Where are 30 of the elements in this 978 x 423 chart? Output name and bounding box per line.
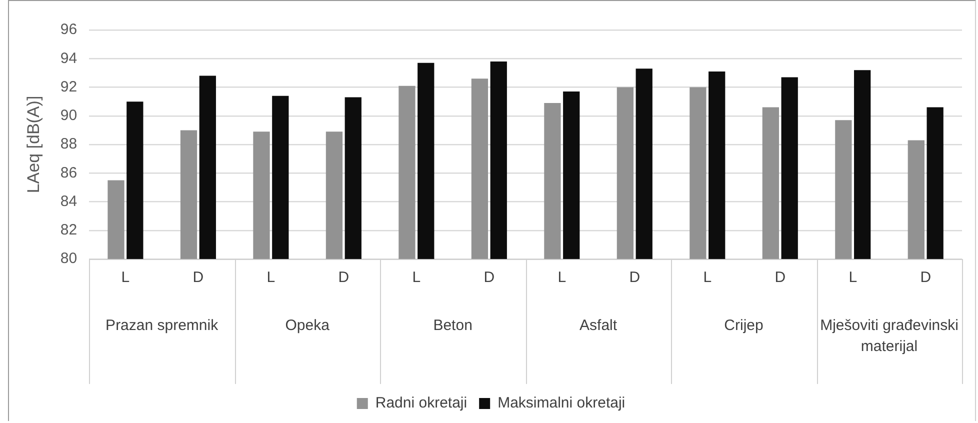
x-tick-label: D bbox=[192, 269, 204, 286]
legend-label: Radni okretaji bbox=[375, 394, 468, 412]
text: Asfalt bbox=[580, 317, 618, 334]
x-tick-label: L bbox=[848, 269, 858, 286]
text: Prazan spremnik bbox=[106, 317, 219, 334]
x-tick-label: L bbox=[703, 269, 712, 286]
text: Beton bbox=[433, 317, 472, 334]
x-tick-label: D bbox=[629, 269, 640, 286]
y-tick-label: 90 bbox=[60, 107, 78, 124]
y-tick-label: 82 bbox=[60, 222, 78, 239]
legend-label: Maksimalni okretaji bbox=[498, 394, 626, 412]
x-tick-label: L bbox=[558, 269, 566, 286]
y-tick-label: 94 bbox=[60, 50, 78, 67]
y-tick-label: 84 bbox=[60, 192, 78, 210]
y-tick-label: 96 bbox=[60, 21, 78, 38]
x-tick-label: L bbox=[412, 269, 421, 286]
x-tick-label: D bbox=[920, 269, 932, 286]
y-tick-label: 92 bbox=[60, 78, 78, 96]
y-axis-title: LAeq [dB(A)] bbox=[24, 96, 43, 194]
x-tick-label: L bbox=[266, 269, 276, 286]
y-tick-label: 88 bbox=[60, 136, 78, 153]
x-tick-label: D bbox=[484, 269, 495, 286]
x-tick-label: D bbox=[774, 269, 786, 286]
x-tick-label: D bbox=[338, 269, 350, 286]
y-tick-label: 86 bbox=[60, 164, 78, 182]
text: Crijep bbox=[724, 317, 764, 334]
text: Mješoviti građevinski materijal bbox=[820, 317, 958, 356]
x-tick-label: L bbox=[121, 269, 130, 286]
y-tick-label: 80 bbox=[60, 250, 78, 268]
text: Opeka bbox=[285, 317, 330, 334]
